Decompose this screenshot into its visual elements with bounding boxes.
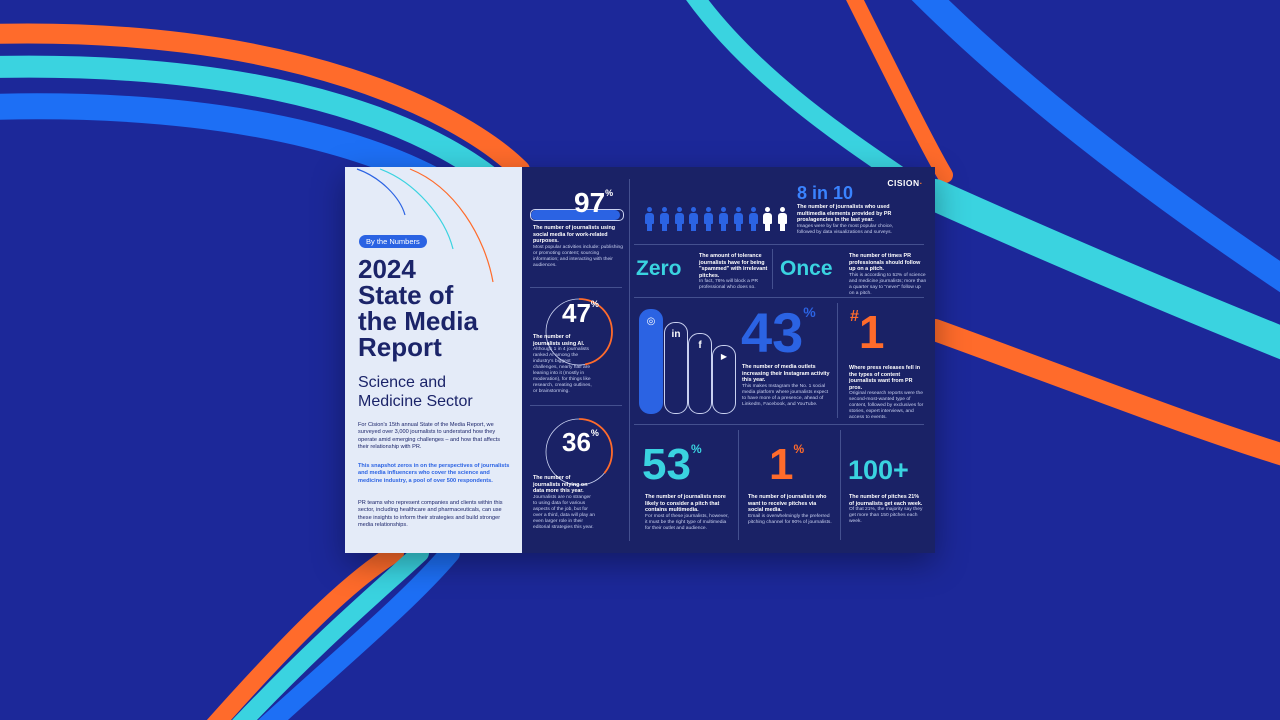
multimedia-stat: 8 in 10: [797, 183, 854, 203]
cover-panel: By the Numbers 2024 State of the Media R…: [345, 167, 522, 553]
pitch-multimedia-description: The number of journalists more likely to…: [645, 494, 729, 531]
infographic-card: By the Numbers 2024 State of the Media R…: [345, 167, 935, 553]
facebook-icon: f: [698, 340, 702, 351]
cision-logo: CISION·: [887, 178, 923, 188]
social-media-bar: [530, 209, 624, 221]
data-reliance-stat: 36%: [562, 427, 599, 457]
person-icon: [703, 207, 714, 231]
person-icon: [674, 207, 685, 231]
person-icon: [762, 207, 773, 231]
highlight-paragraph: This snapshot zeros in on the perspectiv…: [358, 463, 510, 484]
pitch-count-stat: 100+: [848, 455, 909, 485]
by-the-numbers-badge: By the Numbers: [359, 235, 427, 248]
person-icon: [644, 207, 655, 231]
person-icon: [659, 207, 670, 231]
follow-up-stat: Once: [780, 257, 833, 280]
person-icon: [748, 207, 759, 231]
data-reliance-description: The number of journalists relying on dat…: [533, 475, 595, 530]
social-pitch-description: The number of journalists who want to re…: [748, 494, 832, 525]
ai-usage-stat: 47%: [562, 298, 599, 328]
ai-usage-ring: [545, 298, 613, 366]
sector-subtitle: Science and Medicine Sector: [358, 374, 473, 410]
pitch-multimedia-stat: 53%: [642, 440, 702, 489]
person-icon: [688, 207, 699, 231]
report-title: 2024 State of the Media Report: [358, 254, 478, 362]
stats-panel: CISION· 97% The number of journalists us…: [522, 167, 935, 553]
instagram-description: The number of media outlets increasing t…: [742, 364, 830, 407]
instagram-stat: 43%: [741, 301, 816, 364]
multimedia-description: The number of journalists who used multi…: [797, 204, 894, 235]
intro-paragraph: For Cision's 15th annual State of the Me…: [358, 422, 501, 450]
facebook-pill: f: [688, 333, 712, 414]
closing-paragraph: PR teams who represent companies and cli…: [358, 500, 503, 528]
social-pitch-stat: 1%: [769, 440, 805, 489]
instagram-pill: ◎: [639, 309, 663, 414]
person-icon: [718, 207, 729, 231]
data-reliance-ring: [545, 418, 613, 486]
zero-tolerance-description: The amount of tolerance journalists have…: [699, 253, 768, 290]
linkedin-icon: in: [671, 329, 681, 340]
decorative-arcs: [356, 168, 494, 283]
press-release-description: Where press releases fell in the types o…: [849, 365, 924, 420]
zero-tolerance-stat: Zero: [636, 257, 682, 280]
instagram-icon: ◎: [646, 316, 656, 327]
person-icon: [733, 207, 744, 231]
ai-usage-description: The number of journalists using AI. Altho…: [533, 334, 592, 394]
pitch-count-description: The number of pitches 21% of journalists…: [849, 494, 923, 524]
youtube-icon: ▶: [720, 352, 728, 361]
person-icon: [777, 207, 788, 231]
youtube-pill: ▶: [712, 345, 736, 414]
follow-up-description: The number of times PR professionals sho…: [849, 253, 927, 296]
linkedin-pill: in: [664, 322, 688, 414]
social-media-stat: 97%: [574, 187, 614, 218]
social-media-description: The number of journalists using social m…: [533, 225, 623, 268]
press-release-stat: #1: [850, 306, 885, 358]
